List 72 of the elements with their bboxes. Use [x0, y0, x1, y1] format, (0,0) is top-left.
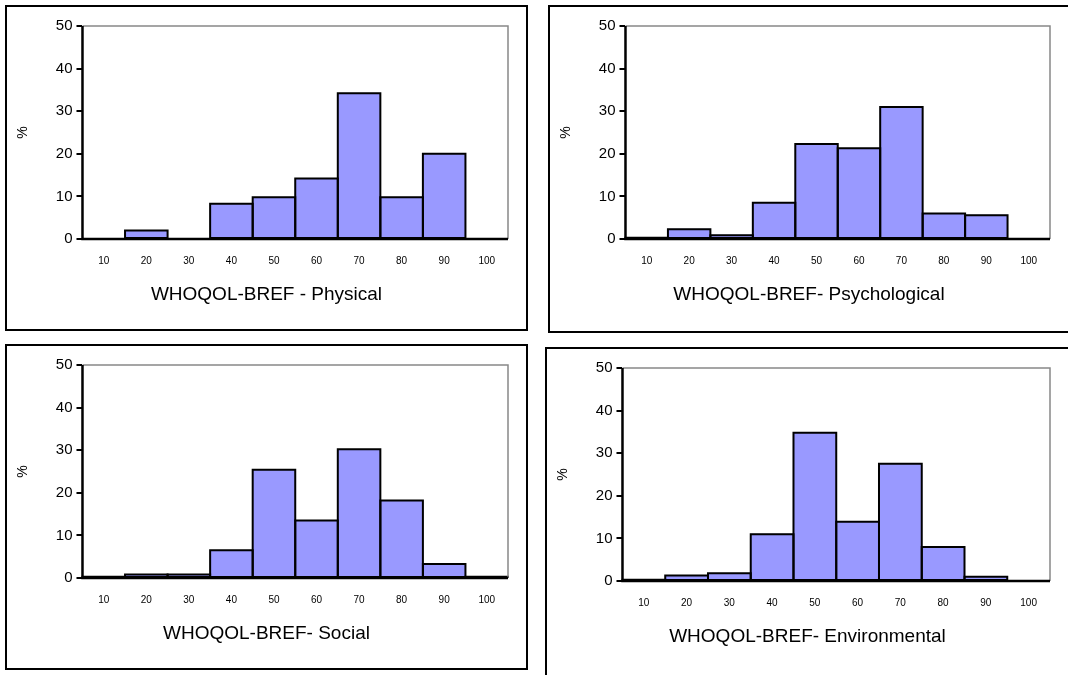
y-axis-title: % — [557, 126, 574, 139]
x-tick-label: 70 — [353, 254, 366, 266]
x-axis-title: WHOQOL-BREF- Psychological — [672, 283, 946, 305]
x-tick-label: 90 — [980, 596, 992, 608]
x-tick-label: 30 — [183, 254, 195, 266]
y-tick-label: 0 — [64, 568, 73, 586]
x-tick-label: 10 — [638, 596, 650, 608]
x-tick-label: 90 — [438, 254, 451, 266]
x-tick-label: 60 — [310, 593, 323, 605]
x-axis-title: WHOQOL-BREF- Social — [162, 622, 371, 644]
y-tick-label: 0 — [604, 571, 613, 589]
x-tick-label: 40 — [768, 254, 781, 266]
x-tick-label: 100 — [1020, 596, 1038, 608]
x-tick-label: 50 — [268, 593, 280, 605]
x-tick-label: 60 — [310, 254, 323, 266]
x-tick-label: 20 — [681, 596, 693, 608]
x-axis-title: WHOQOL-BREF- Environmental — [668, 625, 947, 647]
y-tick-label: 30 — [598, 101, 616, 119]
y-tick-label: 20 — [595, 485, 613, 503]
x-tick-label: 10 — [98, 254, 110, 266]
y-tick-label: 50 — [55, 16, 73, 34]
y-tick-label: 10 — [55, 525, 73, 543]
x-tick-label: 10 — [641, 254, 653, 266]
y-tick-label: 30 — [55, 440, 73, 458]
x-tick-label: 30 — [726, 254, 738, 266]
y-tick-label: 40 — [55, 397, 73, 415]
y-tick-label: 40 — [595, 400, 613, 418]
x-tick-label: 50 — [809, 596, 821, 608]
x-axis-title: WHOQOL-BREF - Physical — [149, 283, 384, 305]
x-tick-label: 100 — [478, 593, 496, 605]
y-tick-label: 40 — [55, 58, 73, 76]
x-tick-label: 70 — [895, 254, 908, 266]
y-tick-label: 30 — [595, 443, 613, 461]
y-axis-title: % — [554, 468, 571, 481]
x-tick-label: 40 — [225, 254, 238, 266]
x-tick-label: 50 — [268, 254, 280, 266]
y-tick-label: 10 — [595, 528, 613, 546]
x-tick-label: 60 — [852, 596, 864, 608]
x-tick-label: 40 — [225, 593, 238, 605]
x-tick-label: 80 — [396, 254, 408, 266]
y-tick-label: 20 — [55, 482, 73, 500]
y-tick-label: 40 — [598, 58, 616, 76]
y-tick-label: 30 — [55, 101, 73, 119]
x-tick-label: 20 — [140, 254, 153, 266]
x-tick-label: 30 — [183, 593, 195, 605]
y-tick-label: 50 — [595, 358, 613, 376]
y-tick-label: 10 — [598, 186, 616, 204]
x-tick-label: 20 — [140, 593, 153, 605]
y-tick-label: 0 — [607, 229, 616, 247]
x-tick-label: 80 — [937, 596, 950, 608]
x-tick-label: 50 — [810, 254, 823, 266]
y-tick-label: 20 — [598, 143, 616, 161]
x-tick-label: 60 — [853, 254, 865, 266]
y-axis-title: % — [14, 126, 31, 139]
x-tick-label: 70 — [353, 593, 366, 605]
x-tick-label: 30 — [723, 596, 736, 608]
x-tick-label: 100 — [478, 254, 496, 266]
y-tick-label: 10 — [55, 186, 73, 204]
x-tick-label: 90 — [438, 593, 451, 605]
x-tick-label: 90 — [980, 254, 993, 266]
y-tick-label: 0 — [64, 229, 73, 247]
y-tick-label: 20 — [55, 143, 73, 161]
x-tick-label: 70 — [894, 596, 907, 608]
x-tick-label: 20 — [683, 254, 696, 266]
x-tick-label: 80 — [396, 593, 408, 605]
x-tick-label: 80 — [938, 254, 950, 266]
x-tick-label: 10 — [98, 593, 110, 605]
y-axis-title: % — [14, 465, 31, 478]
y-tick-label: 50 — [55, 355, 73, 373]
y-tick-label: 50 — [598, 16, 616, 34]
x-tick-label: 40 — [766, 596, 779, 608]
x-tick-label: 100 — [1020, 254, 1038, 266]
